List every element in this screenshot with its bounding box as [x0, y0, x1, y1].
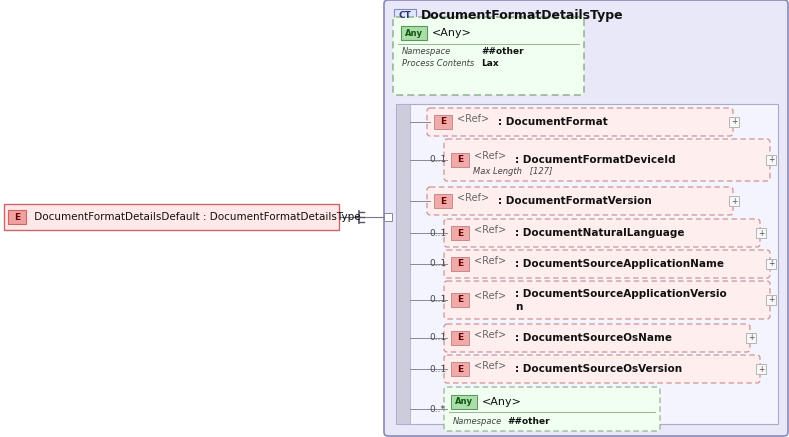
Bar	[766, 259, 776, 269]
Bar	[4, 204, 339, 230]
Text: Process Contents: Process Contents	[402, 59, 474, 69]
Bar	[451, 257, 469, 271]
Bar	[451, 362, 469, 376]
Bar	[451, 331, 469, 345]
Text: +: +	[748, 333, 754, 343]
Text: Lax: Lax	[481, 59, 499, 69]
Text: <Ref>: <Ref>	[474, 257, 506, 267]
Text: +: +	[757, 229, 765, 237]
Text: <Any>: <Any>	[482, 397, 522, 407]
Text: <Ref>: <Ref>	[474, 330, 506, 340]
Text: Any: Any	[405, 28, 423, 38]
FancyBboxPatch shape	[444, 139, 770, 181]
Bar	[451, 395, 477, 409]
Bar	[451, 153, 469, 167]
Text: E: E	[457, 364, 463, 374]
Text: E: E	[14, 212, 20, 222]
Text: : DocumentFormatDeviceId: : DocumentFormatDeviceId	[515, 155, 675, 165]
Text: Any: Any	[455, 398, 473, 406]
Text: +: +	[768, 295, 774, 305]
Bar	[396, 104, 778, 424]
Bar	[756, 364, 766, 374]
Text: ##other: ##other	[507, 417, 550, 427]
FancyBboxPatch shape	[384, 0, 788, 436]
Text: <Ref>: <Ref>	[457, 114, 489, 125]
Text: DocumentFormatDetailsDefault : DocumentFormatDetailsType: DocumentFormatDetailsDefault : DocumentF…	[31, 212, 361, 222]
Text: 0..1: 0..1	[429, 364, 447, 374]
Text: <Ref>: <Ref>	[474, 225, 506, 236]
Bar	[394, 9, 416, 23]
Text: 0..*: 0..*	[429, 405, 445, 413]
Text: ##other: ##other	[481, 48, 524, 56]
Bar	[384, 213, 392, 221]
Text: E: E	[440, 197, 446, 205]
Bar	[396, 104, 410, 424]
Text: E: E	[457, 295, 463, 305]
Text: +: +	[731, 118, 737, 126]
Text: <Ref>: <Ref>	[474, 361, 506, 371]
Text: +: +	[731, 197, 737, 205]
Text: 0..1: 0..1	[429, 333, 447, 343]
Text: +: +	[757, 364, 765, 374]
Text: E: E	[457, 156, 463, 164]
FancyBboxPatch shape	[444, 387, 660, 431]
FancyBboxPatch shape	[444, 219, 760, 247]
Text: E: E	[457, 260, 463, 268]
FancyBboxPatch shape	[444, 250, 770, 278]
Text: <Any>: <Any>	[432, 28, 472, 38]
Text: : DocumentFormatVersion: : DocumentFormatVersion	[498, 196, 652, 206]
FancyBboxPatch shape	[427, 187, 733, 215]
Bar	[729, 117, 739, 127]
Text: : DocumentSourceApplicationVersio: : DocumentSourceApplicationVersio	[515, 288, 727, 298]
Text: : DocumentSourceOsName: : DocumentSourceOsName	[515, 333, 672, 343]
Bar	[766, 155, 776, 165]
Text: n: n	[515, 302, 522, 312]
Text: 0..1: 0..1	[429, 229, 447, 237]
Text: +: +	[768, 156, 774, 164]
Text: E: E	[440, 118, 446, 126]
Text: Max Length   [127]: Max Length [127]	[473, 166, 552, 176]
Text: Namespace: Namespace	[402, 48, 451, 56]
Text: : DocumentFormat: : DocumentFormat	[498, 117, 608, 127]
Bar	[434, 115, 452, 129]
Text: <Ref>: <Ref>	[457, 193, 489, 203]
FancyBboxPatch shape	[444, 355, 760, 383]
Text: Namespace: Namespace	[453, 417, 503, 427]
Text: 0..1: 0..1	[429, 260, 447, 268]
Text: : DocumentNaturalLanguage: : DocumentNaturalLanguage	[515, 228, 685, 238]
Text: <Ref>: <Ref>	[474, 291, 506, 301]
FancyBboxPatch shape	[393, 17, 584, 95]
Bar	[729, 196, 739, 206]
FancyBboxPatch shape	[444, 281, 770, 319]
Text: 0..1: 0..1	[429, 295, 447, 305]
Text: <Ref>: <Ref>	[474, 151, 506, 161]
FancyBboxPatch shape	[444, 324, 750, 352]
Text: CT: CT	[398, 11, 411, 21]
Bar	[766, 295, 776, 305]
Bar	[434, 194, 452, 208]
Bar	[8, 210, 26, 224]
Text: 0..1: 0..1	[429, 156, 447, 164]
Bar	[401, 26, 427, 40]
Bar	[451, 293, 469, 307]
Text: +: +	[768, 260, 774, 268]
Text: : DocumentSourceApplicationName: : DocumentSourceApplicationName	[515, 259, 724, 269]
Bar	[756, 228, 766, 238]
Text: E: E	[457, 333, 463, 343]
Text: : DocumentSourceOsVersion: : DocumentSourceOsVersion	[515, 364, 682, 374]
Bar	[746, 333, 756, 343]
Text: E: E	[457, 229, 463, 237]
FancyBboxPatch shape	[427, 108, 733, 136]
Bar	[451, 226, 469, 240]
Text: DocumentFormatDetailsType: DocumentFormatDetailsType	[421, 10, 623, 22]
